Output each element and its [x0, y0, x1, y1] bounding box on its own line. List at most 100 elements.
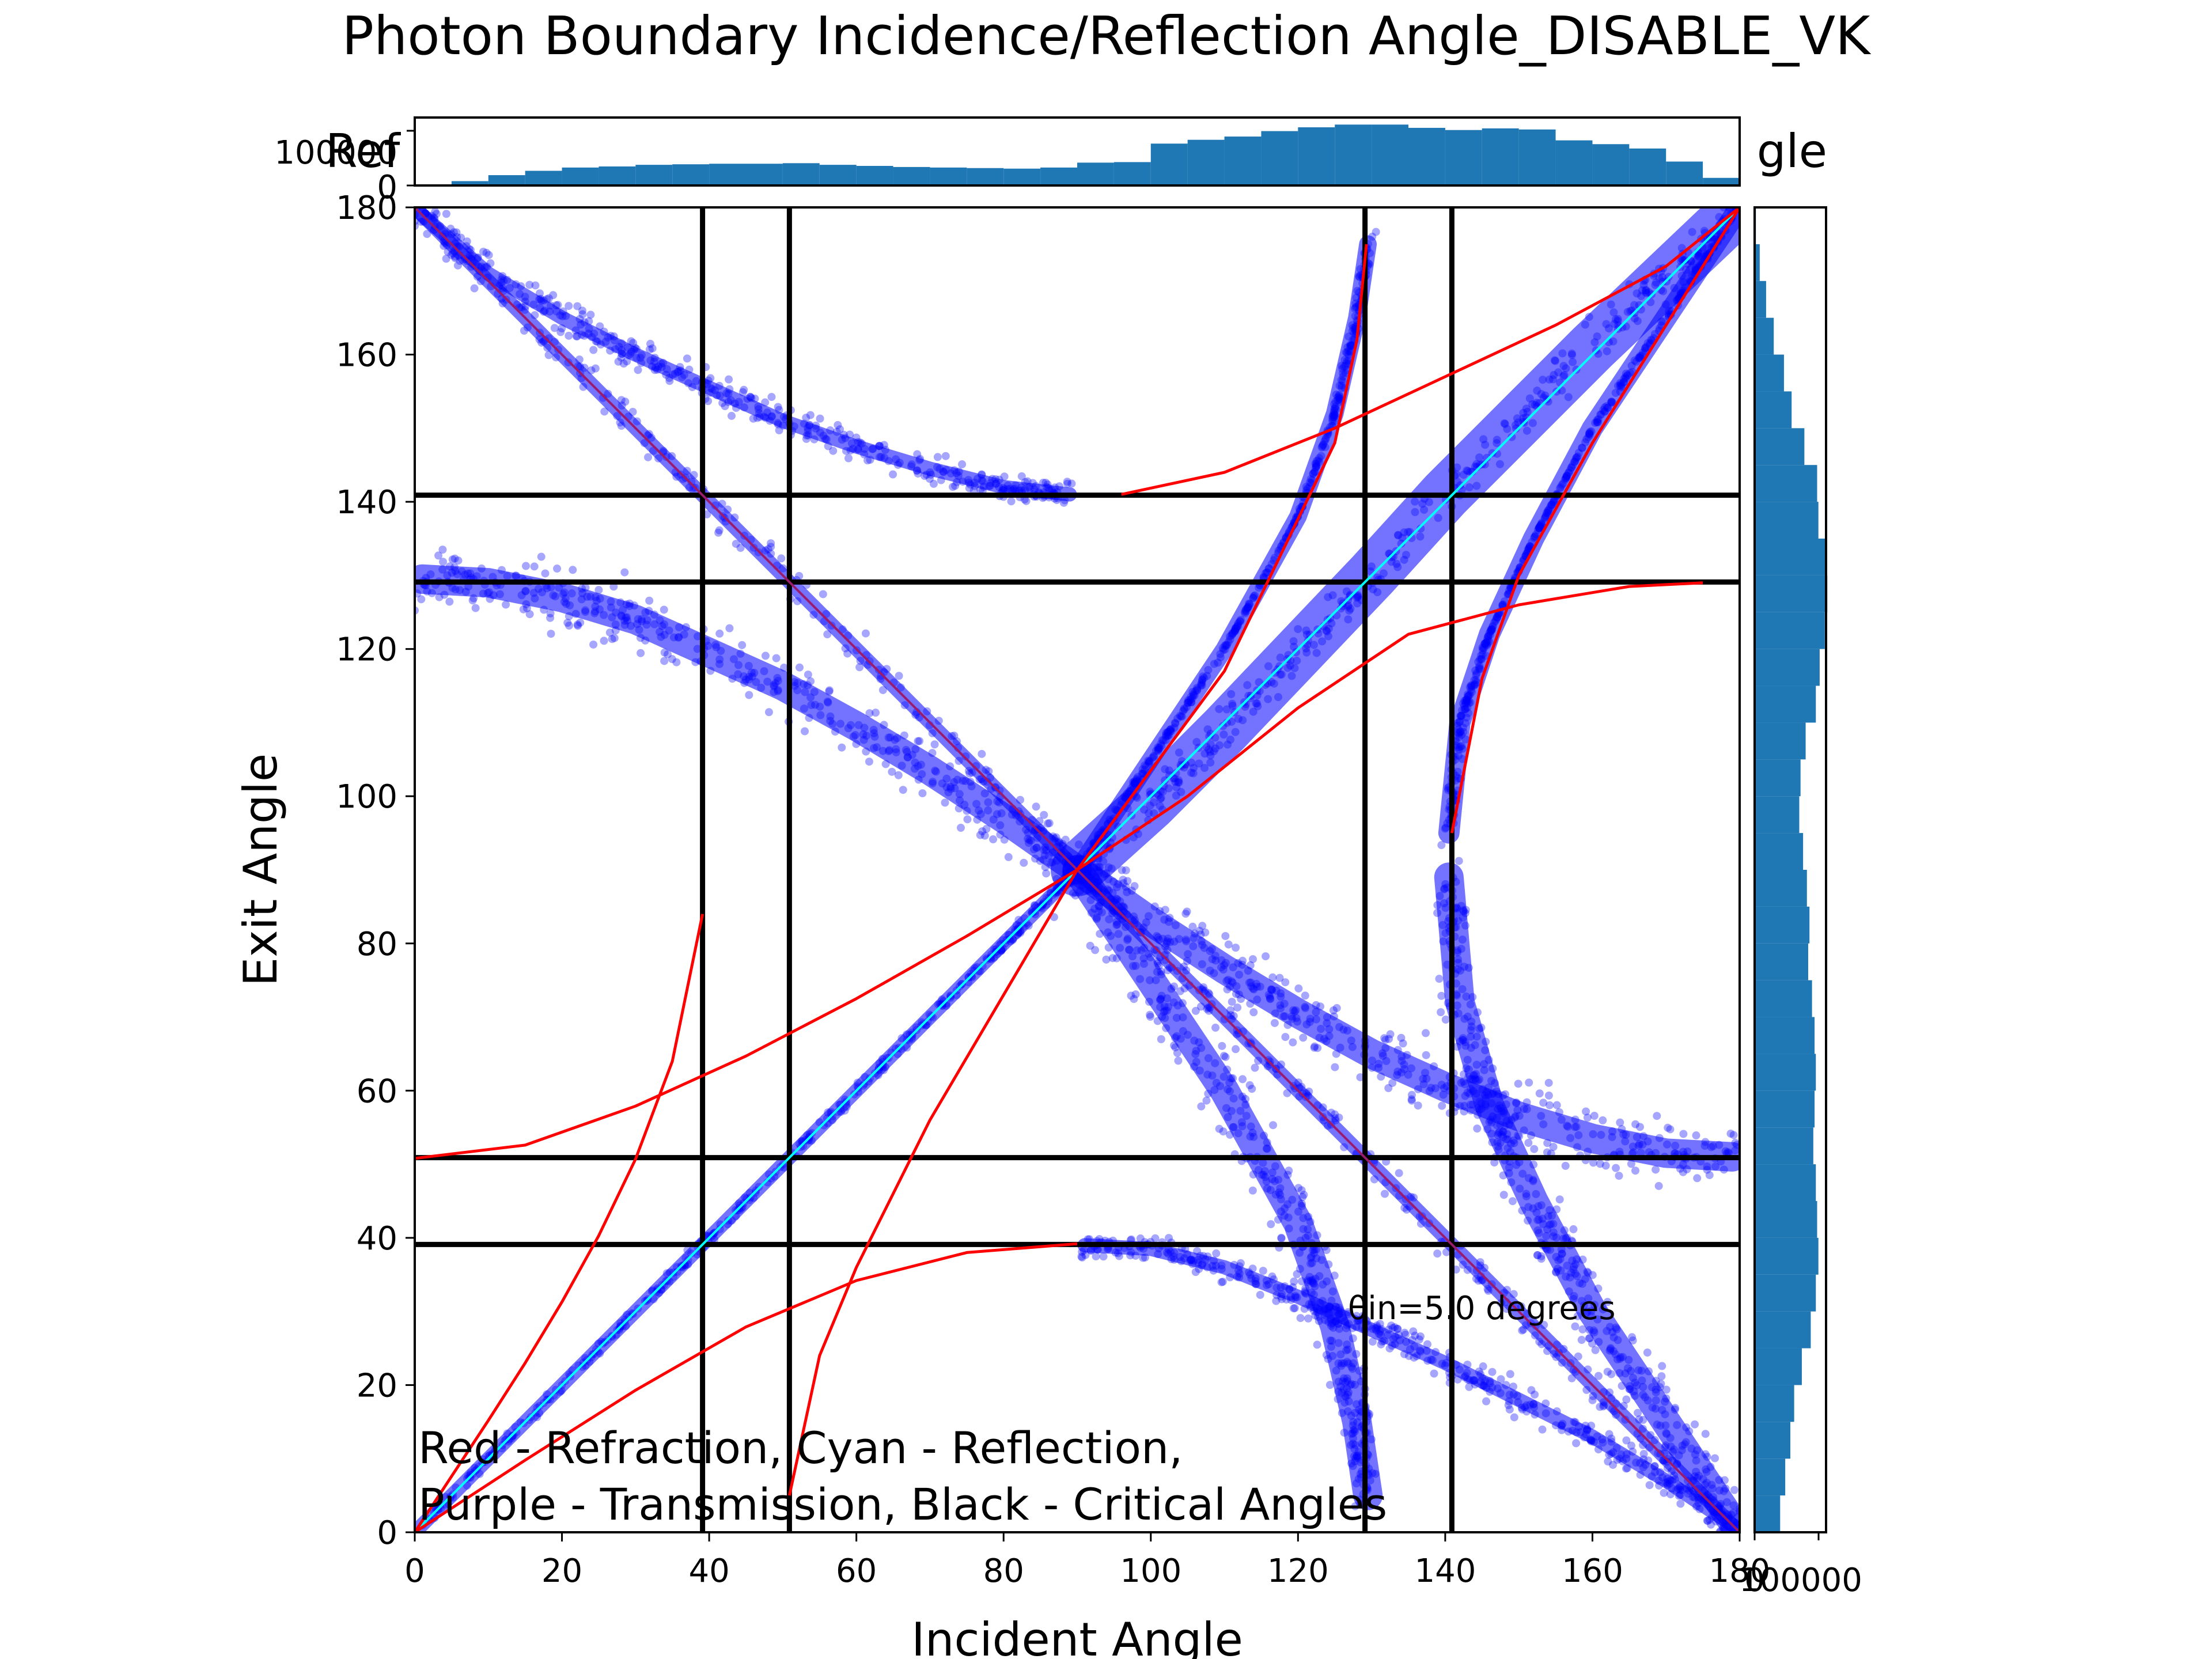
- scatter-point: [1615, 1172, 1623, 1180]
- right-histogram-bar: [1755, 1127, 1813, 1165]
- scatter-point: [578, 306, 586, 315]
- scatter-point: [1262, 952, 1270, 961]
- scatter-point: [431, 207, 440, 216]
- top-histogram-bars: [415, 124, 1740, 185]
- scatter-point: [1136, 1234, 1145, 1243]
- scatter-point: [844, 454, 853, 463]
- scatter-band-core: [1077, 1238, 1740, 1532]
- right-histogram-bar: [1755, 1274, 1816, 1312]
- scatter-band-core: [1062, 855, 1740, 1172]
- scatter-point: [1582, 1107, 1590, 1116]
- scatter-point: [1202, 1096, 1211, 1105]
- scatter-point: [1397, 1033, 1406, 1042]
- scatter-point: [1596, 1160, 1604, 1168]
- scatter-point: [1653, 1112, 1661, 1120]
- scatter-point: [645, 596, 654, 605]
- y-tick-label: 100: [336, 778, 397, 816]
- scatter-point: [453, 261, 462, 270]
- scatter-point: [738, 388, 747, 396]
- top-histogram-bar: [562, 167, 599, 185]
- scatter-point: [1499, 1191, 1508, 1199]
- right-histogram-bar: [1755, 575, 1828, 612]
- scatter-point: [1151, 1234, 1160, 1243]
- right-histogram-bar: [1755, 1237, 1819, 1275]
- scatter-point: [1414, 1101, 1422, 1110]
- scatter-point: [1281, 978, 1290, 987]
- scatter-point: [777, 554, 786, 563]
- top-histogram-bar: [1040, 167, 1077, 185]
- y-tick-label: 40: [357, 1220, 397, 1257]
- scatter-point: [1612, 1164, 1620, 1172]
- scatter-point: [914, 737, 922, 745]
- scatter-point: [683, 354, 691, 363]
- scatter-point: [1099, 1252, 1108, 1261]
- right-histogram-bar: [1755, 502, 1819, 539]
- right-histogram-bar: [1755, 1459, 1786, 1496]
- scatter-point: [1331, 1063, 1339, 1071]
- scatter-point: [1508, 1197, 1517, 1206]
- scatter-point: [1181, 910, 1190, 918]
- scatter-point: [1313, 1044, 1322, 1052]
- behind-title-fragment-left: Ref: [325, 124, 401, 178]
- top-histogram-bar: [1077, 162, 1114, 185]
- x-tick-label: 20: [541, 1552, 582, 1590]
- scatter-point: [801, 727, 809, 736]
- scatter-point: [1372, 228, 1380, 236]
- x-tick-label: 140: [1414, 1552, 1476, 1590]
- scatter-point: [1108, 954, 1117, 963]
- scatter-point: [1290, 1277, 1298, 1286]
- behind-title-fragment-right: gle: [1757, 124, 1827, 178]
- scatter-point: [1441, 1015, 1450, 1024]
- scatter-point: [745, 691, 753, 699]
- scatter-point: [1692, 1131, 1700, 1140]
- scatter-point: [1007, 497, 1016, 506]
- scatter-point: [1531, 1390, 1539, 1399]
- scatter-point: [1118, 866, 1126, 874]
- top-histogram-bar: [1335, 124, 1372, 185]
- scatter-point: [1249, 1008, 1258, 1017]
- scatter-point: [1435, 975, 1444, 983]
- scatter-point: [502, 600, 510, 609]
- scatter-point: [968, 768, 976, 777]
- top-histogram-bar: [1666, 161, 1703, 185]
- x-axis-label: Incident Angle: [911, 1613, 1243, 1659]
- scatter-point: [531, 311, 539, 320]
- scatter-point: [1017, 472, 1026, 480]
- scatter-point: [1393, 1324, 1402, 1333]
- scatter-point: [1603, 1368, 1612, 1376]
- scatter-point: [1020, 858, 1028, 867]
- top-histogram-bar: [1592, 144, 1630, 185]
- scatter-point: [617, 396, 626, 404]
- scatter-point: [1217, 1278, 1226, 1286]
- scatter-point: [1438, 1101, 1446, 1110]
- top-histogram-bar: [1372, 124, 1408, 185]
- scatter-point: [660, 648, 669, 657]
- scatter-point: [1679, 1130, 1688, 1138]
- right-histogram-bar: [1755, 943, 1808, 980]
- scatter-point: [484, 251, 493, 259]
- scatter-point: [1664, 1123, 1672, 1132]
- scatter-point: [434, 551, 443, 560]
- scatter-point: [949, 483, 957, 491]
- scatter-point: [672, 658, 681, 666]
- scatter-point: [1506, 1370, 1514, 1378]
- right-histogram-bar: [1755, 539, 1826, 575]
- scatter-point: [1289, 1304, 1298, 1313]
- scatter-point: [1423, 1340, 1432, 1349]
- scatter-point: [1078, 1253, 1086, 1262]
- scatter-point: [1198, 922, 1207, 930]
- scatter-point: [956, 824, 965, 832]
- scatter-point: [1666, 1125, 1675, 1134]
- scatter-point: [549, 291, 558, 300]
- right-histogram-bar: [1755, 1385, 1794, 1422]
- scatter-point: [565, 331, 573, 340]
- y-tick-label: 0: [377, 1514, 397, 1552]
- top-histogram-bar: [1298, 127, 1335, 185]
- scatter-point: [1393, 1324, 1402, 1333]
- scatter-point: [435, 593, 444, 601]
- top-histogram-bar: [1445, 130, 1482, 185]
- scatter-point: [1657, 1372, 1666, 1381]
- scatter-point: [1703, 1517, 1712, 1525]
- scatter-point: [479, 247, 488, 256]
- scatter-point: [1543, 1139, 1552, 1147]
